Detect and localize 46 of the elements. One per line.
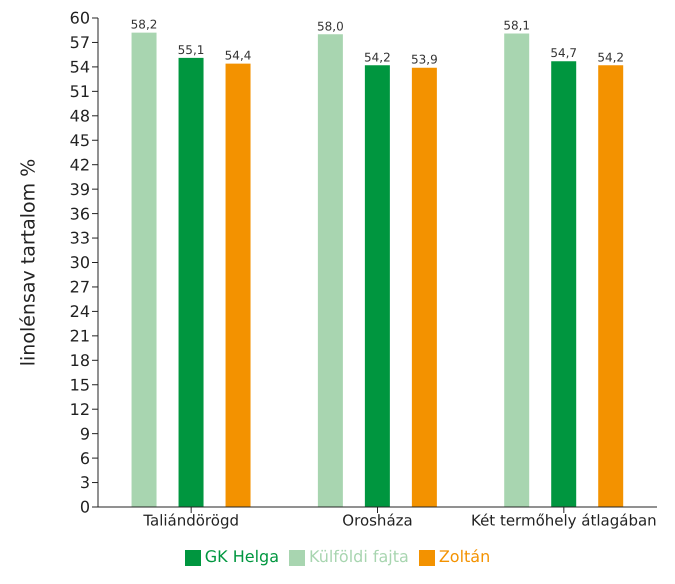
x-tick-label: Taliándörögd: [142, 512, 240, 530]
bar: [364, 65, 390, 507]
data-label: 55,1: [178, 42, 204, 57]
data-label: 58,0: [317, 19, 344, 34]
legend-label: GK Helga: [204, 547, 280, 566]
bar: [318, 34, 343, 507]
y-tick-label: 9: [80, 424, 90, 444]
data-label: 54,2: [364, 50, 391, 64]
y-tick-label: 24: [70, 302, 90, 322]
y-tick-label: 0: [80, 498, 90, 517]
y-tick-label: 33: [70, 228, 90, 248]
x-tick-label: Két termőhely átlagában: [470, 512, 657, 530]
bar: [598, 65, 624, 507]
x-tick-label: Orosháza: [342, 512, 413, 530]
y-tick-label: 60: [70, 8, 90, 28]
legend-label: Zoltán: [438, 547, 490, 566]
data-label: 58,2: [130, 18, 158, 32]
y-tick-label: 48: [70, 106, 90, 126]
data-label: 54,4: [224, 48, 252, 63]
data-label: 54,2: [597, 50, 624, 64]
y-tick-label: 27: [70, 278, 90, 297]
y-tick-label: 57: [70, 33, 90, 52]
data-label: 53,9: [411, 52, 438, 67]
y-tick-label: 15: [70, 375, 90, 394]
bar: [551, 61, 576, 507]
bar: [178, 58, 204, 507]
y-tick-label: 30: [70, 253, 90, 272]
bar: [504, 33, 530, 507]
bar: [412, 68, 437, 507]
y-tick-label: 39: [70, 180, 90, 199]
y-tick-label: 21: [70, 326, 90, 346]
data-label: 58,1: [503, 18, 530, 32]
y-tick-label: 3: [80, 473, 90, 492]
y-tick-label: 36: [70, 204, 90, 224]
y-tick-label: 12: [70, 400, 90, 419]
y-tick-label: 18: [70, 350, 90, 370]
legend-label: Külföldi fajta: [309, 547, 409, 566]
y-tick-label: 42: [70, 155, 90, 174]
bar: [132, 32, 157, 507]
y-tick-label: 54: [70, 58, 90, 77]
y-tick-label: 45: [70, 130, 90, 150]
y-tick-label: 51: [70, 82, 90, 102]
y-axis-title: linolénsav tartalom %: [18, 158, 40, 366]
bar: [226, 64, 251, 507]
y-tick-label: 6: [80, 448, 90, 468]
data-label: 54,7: [550, 46, 578, 60]
